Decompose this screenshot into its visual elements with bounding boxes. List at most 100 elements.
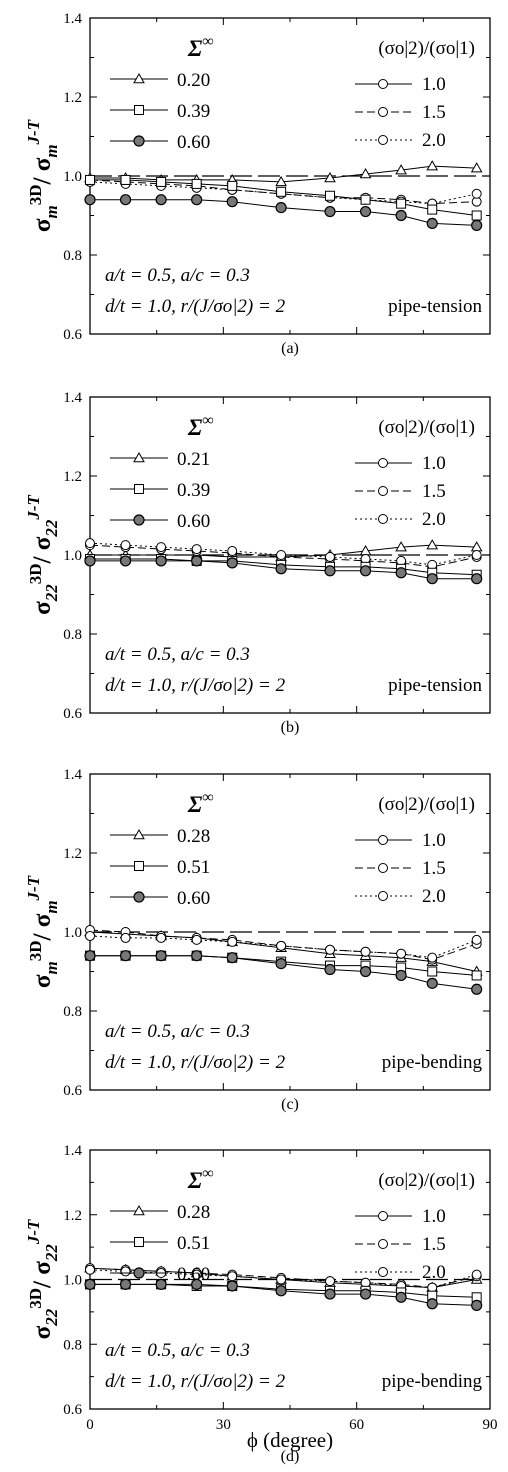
data-point — [275, 175, 287, 187]
legend-sigma-marker — [133, 72, 145, 84]
legend-sigma-marker — [133, 1267, 145, 1279]
data-point — [275, 1285, 287, 1297]
y-tick-label: 0.6 — [63, 706, 82, 722]
data-point — [276, 940, 287, 951]
legend-sigma-marker — [134, 1237, 144, 1247]
x-tick-label: 60 — [349, 1417, 364, 1433]
data-point — [359, 965, 372, 978]
y-axis-label-text: σm3D/ σmJ-T — [24, 875, 61, 988]
data-point — [426, 573, 438, 585]
panel-label: (a) — [281, 340, 299, 357]
data-point — [359, 565, 372, 577]
panel-label: (d) — [281, 1448, 300, 1465]
legend-sigma-marker — [133, 451, 145, 463]
legend-ratio: (σo|2)/(σo|1) 1.0 1.5 2.0 — [355, 38, 475, 151]
legend-sigma-header: Σ∞ — [187, 412, 214, 440]
legend-ratio-marker — [378, 1211, 388, 1221]
data-point — [471, 970, 482, 981]
data-point — [360, 194, 371, 205]
param-annotation-1: a/t = 0.5, a/c = 0.3 — [105, 1340, 250, 1361]
legend-sigma-header: Σ∞ — [187, 789, 214, 817]
data-point — [120, 174, 131, 185]
data-point — [84, 1278, 96, 1290]
data-point — [156, 932, 167, 943]
legend-sigma: Σ∞ 0.21 0.39 0.60 — [110, 412, 214, 532]
param-annotation-2: d/t = 1.0, r/(J/σo|2) = 2 — [105, 1052, 286, 1073]
data-point — [471, 1299, 483, 1312]
data-point — [191, 555, 203, 567]
data-point — [275, 957, 287, 970]
data-point — [426, 1298, 438, 1310]
legend-sigma-header: Σ∞ — [187, 33, 214, 61]
data-point — [395, 541, 407, 552]
data-point — [191, 1278, 203, 1290]
panel-label: (b) — [281, 719, 300, 736]
legend-sigma-marker — [133, 828, 145, 840]
y-axis-label-text: σ223D/ σ22J-T — [24, 1219, 61, 1339]
legend-ratio-marker — [378, 79, 388, 89]
data-point — [276, 1274, 287, 1285]
data-point — [85, 930, 95, 941]
data-point — [325, 190, 335, 201]
data-point — [84, 194, 96, 206]
data-point — [191, 544, 202, 555]
data-point — [120, 1266, 131, 1277]
legend-ratio-marker — [378, 1239, 388, 1249]
data-point — [471, 983, 483, 995]
data-point — [155, 555, 167, 567]
y-tick-label: 1.0 — [63, 925, 82, 941]
data-point — [191, 934, 202, 945]
data-point — [324, 565, 336, 577]
data-point — [227, 1271, 238, 1282]
y-tick-label: 0.8 — [63, 627, 82, 643]
legend-ratio: (σo|2)/(σo|1) 1.0 1.5 2.0 — [355, 1170, 475, 1283]
legend-sigma-label: 0.60 — [177, 888, 210, 909]
legend-ratio-marker — [378, 486, 388, 496]
legend-sigma-label: 0.51 — [177, 1233, 210, 1254]
param-annotation-2: d/t = 1.0, r/(J/σo|2) = 2 — [105, 1371, 286, 1392]
legend-ratio-label: 1.5 — [422, 481, 446, 502]
data-point — [226, 557, 238, 569]
data-point — [426, 160, 439, 171]
param-annotation-1: a/t = 0.5, a/c = 0.3 — [105, 1021, 250, 1042]
data-point — [191, 950, 203, 962]
data-point — [275, 202, 287, 214]
data-point — [324, 1288, 336, 1300]
y-tick-label: 1.2 — [63, 846, 82, 862]
data-point — [324, 205, 336, 218]
data-point — [426, 977, 438, 989]
data-point — [119, 555, 132, 567]
data-point — [156, 176, 167, 187]
data-point — [395, 209, 407, 222]
y-tick-label: 0.6 — [63, 1083, 82, 1099]
data-point — [325, 944, 335, 955]
legend-sigma: Σ∞ 0.28 0.51 0.60 — [110, 789, 214, 909]
data-point — [276, 186, 287, 197]
data-point — [471, 550, 482, 560]
legend-sigma: Σ∞ 0.28 0.51 0.60 — [110, 1165, 214, 1285]
y-axis-label: σ223D/ σ22J-T — [24, 1219, 61, 1339]
legend-ratio-header: (σo|2)/(σo|1) — [378, 1170, 475, 1191]
data-point — [325, 1276, 335, 1287]
y-axis-label-text: σ223D/ σ22J-T — [24, 495, 61, 615]
legend-ratio-label: 1.5 — [422, 102, 446, 123]
data-point — [155, 950, 167, 962]
data-point — [276, 550, 287, 560]
data-point — [324, 963, 336, 976]
series-line — [90, 165, 477, 183]
x-tick-label: 0 — [86, 1417, 94, 1433]
x-tick-label: 90 — [483, 1417, 498, 1433]
legend-sigma-label: 0.60 — [177, 132, 210, 153]
data-point — [191, 178, 202, 189]
data-point — [359, 1288, 372, 1300]
legend-sigma-marker — [133, 135, 145, 147]
data-point — [120, 932, 131, 943]
legend-ratio-header: (σo|2)/(σo|1) — [378, 38, 475, 59]
legend-ratio: (σo|2)/(σo|1) 1.0 1.5 2.0 — [355, 417, 475, 530]
data-point — [395, 1291, 407, 1303]
data-point — [471, 188, 482, 199]
legend-ratio-header: (σo|2)/(σo|1) — [378, 794, 475, 815]
legend-ratio-label: 1.0 — [422, 1206, 446, 1227]
data-point — [395, 164, 407, 175]
